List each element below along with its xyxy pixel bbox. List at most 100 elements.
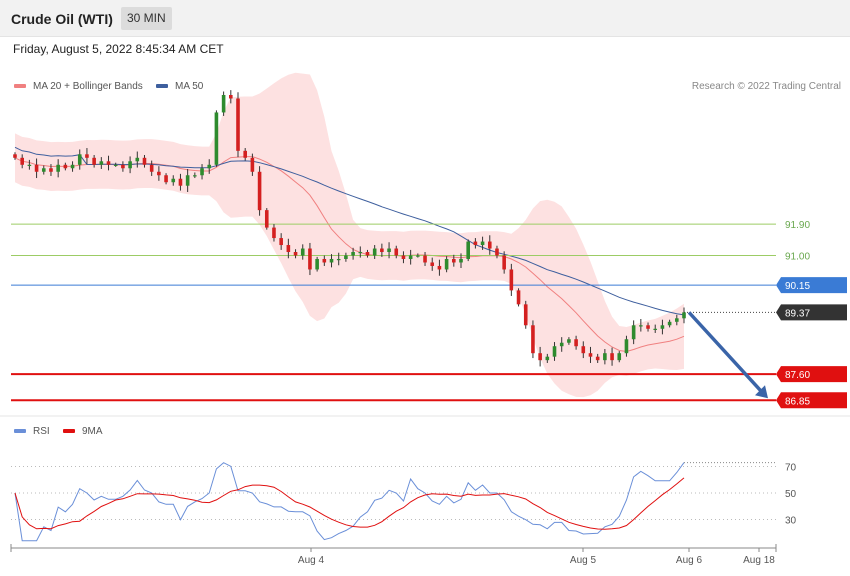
support-tag — [776, 392, 847, 409]
legend-9ma-label: 9MA — [82, 426, 103, 437]
candle-body — [308, 248, 312, 270]
research-credit: Research © 2022 Trading Central — [691, 81, 841, 92]
forecast-arrow-head — [755, 385, 768, 399]
candle-body — [243, 150, 247, 158]
ma20-swatch-icon — [14, 84, 26, 89]
candle-body — [257, 171, 262, 211]
candle-body — [135, 157, 140, 162]
current-label: 89.37 — [785, 308, 810, 319]
candle-body — [286, 245, 291, 253]
candle-body — [459, 258, 463, 263]
candle-body — [380, 248, 384, 253]
candle-body — [559, 342, 564, 347]
candle-body — [34, 164, 39, 172]
candle-body — [595, 356, 600, 361]
candle-body — [358, 252, 363, 254]
candle-body — [142, 157, 147, 165]
candle-body — [631, 325, 636, 340]
current-tag — [776, 304, 847, 321]
candle-body — [372, 248, 377, 256]
rsi-swatch-icon — [14, 429, 26, 434]
rsi-line — [14, 462, 685, 542]
candle-body — [574, 339, 578, 347]
candle-body — [329, 258, 334, 263]
candle-body — [185, 175, 190, 186]
candle-body — [444, 258, 449, 270]
candle-body — [229, 95, 233, 99]
candle-body — [473, 241, 478, 246]
candle-body — [387, 248, 391, 253]
candle-body — [20, 157, 24, 165]
support-label: 87.60 — [785, 370, 810, 381]
legend-ma50: MA 50 — [156, 81, 203, 92]
x-tick-label: Aug 18 — [743, 555, 775, 566]
candle-body — [178, 178, 183, 186]
candle-body — [646, 325, 650, 329]
pivot-tag — [776, 277, 847, 294]
candle-body — [171, 178, 176, 183]
candle-body — [480, 241, 485, 246]
candle-body — [92, 157, 96, 165]
candle-body — [581, 346, 586, 354]
candle-body — [322, 258, 327, 263]
legend-ma20-label: MA 20 + Bollinger Bands — [33, 81, 143, 92]
candle-body — [682, 312, 686, 319]
candle-body — [509, 269, 514, 291]
rsi-ma-line — [14, 477, 685, 530]
ma9-swatch-icon — [63, 429, 75, 434]
candle-body — [200, 168, 204, 176]
rsi-tick-label: 70 — [785, 463, 797, 474]
support-label: 86.85 — [785, 396, 810, 407]
candle-body — [437, 265, 442, 270]
candle-body — [121, 164, 125, 169]
candle-body — [466, 241, 470, 259]
candle-body — [423, 255, 427, 263]
candle-body — [639, 325, 643, 327]
candle-body — [77, 154, 82, 165]
candle-body — [264, 210, 269, 228]
candle-body — [588, 353, 593, 357]
candle-body — [70, 164, 75, 169]
candle-body — [336, 258, 341, 261]
candle-body — [221, 95, 226, 113]
candle-body — [667, 321, 672, 326]
legend-rsi: RSI — [14, 426, 50, 437]
x-tick-label: Aug 4 — [298, 555, 325, 566]
candle-body — [660, 325, 665, 329]
candle-body — [27, 164, 32, 166]
candle-body — [293, 252, 298, 256]
candle-body — [416, 255, 420, 257]
support-tag — [776, 366, 847, 383]
candle-body — [41, 168, 46, 172]
candle-body — [653, 328, 658, 330]
candle-body — [452, 258, 456, 263]
chart-datetime: Friday, August 5, 2022 8:45:34 AM CET — [13, 42, 224, 56]
candle-body — [56, 164, 60, 172]
legend-ma20: MA 20 + Bollinger Bands — [14, 81, 143, 92]
candle-body — [85, 154, 89, 158]
candle-body — [401, 255, 406, 259]
candle-body — [531, 325, 535, 354]
bollinger-band — [15, 72, 684, 398]
candle-body — [408, 255, 413, 259]
candle-body — [207, 164, 212, 169]
timeframe-badge[interactable]: 30 MIN — [121, 7, 172, 30]
x-tick-label: Aug 5 — [570, 555, 597, 566]
candle-body — [149, 164, 154, 172]
candle-body — [99, 161, 104, 165]
candle-body — [617, 353, 622, 361]
candle-body — [344, 255, 348, 259]
candle-body — [567, 339, 571, 343]
resistance-label: 91.90 — [785, 220, 810, 231]
candle-body — [106, 161, 111, 165]
ma50-line — [14, 146, 685, 316]
candle-body — [394, 248, 399, 256]
header-bar: Crude Oil (WTI) 30 MIN — [0, 0, 850, 37]
candle-body — [552, 346, 557, 357]
resistance-label: 91.00 — [785, 252, 810, 263]
legend-rsi-label: RSI — [33, 426, 50, 437]
candle-body — [113, 164, 118, 166]
candle-body — [502, 255, 506, 270]
rsi-tick-label: 50 — [785, 489, 797, 500]
